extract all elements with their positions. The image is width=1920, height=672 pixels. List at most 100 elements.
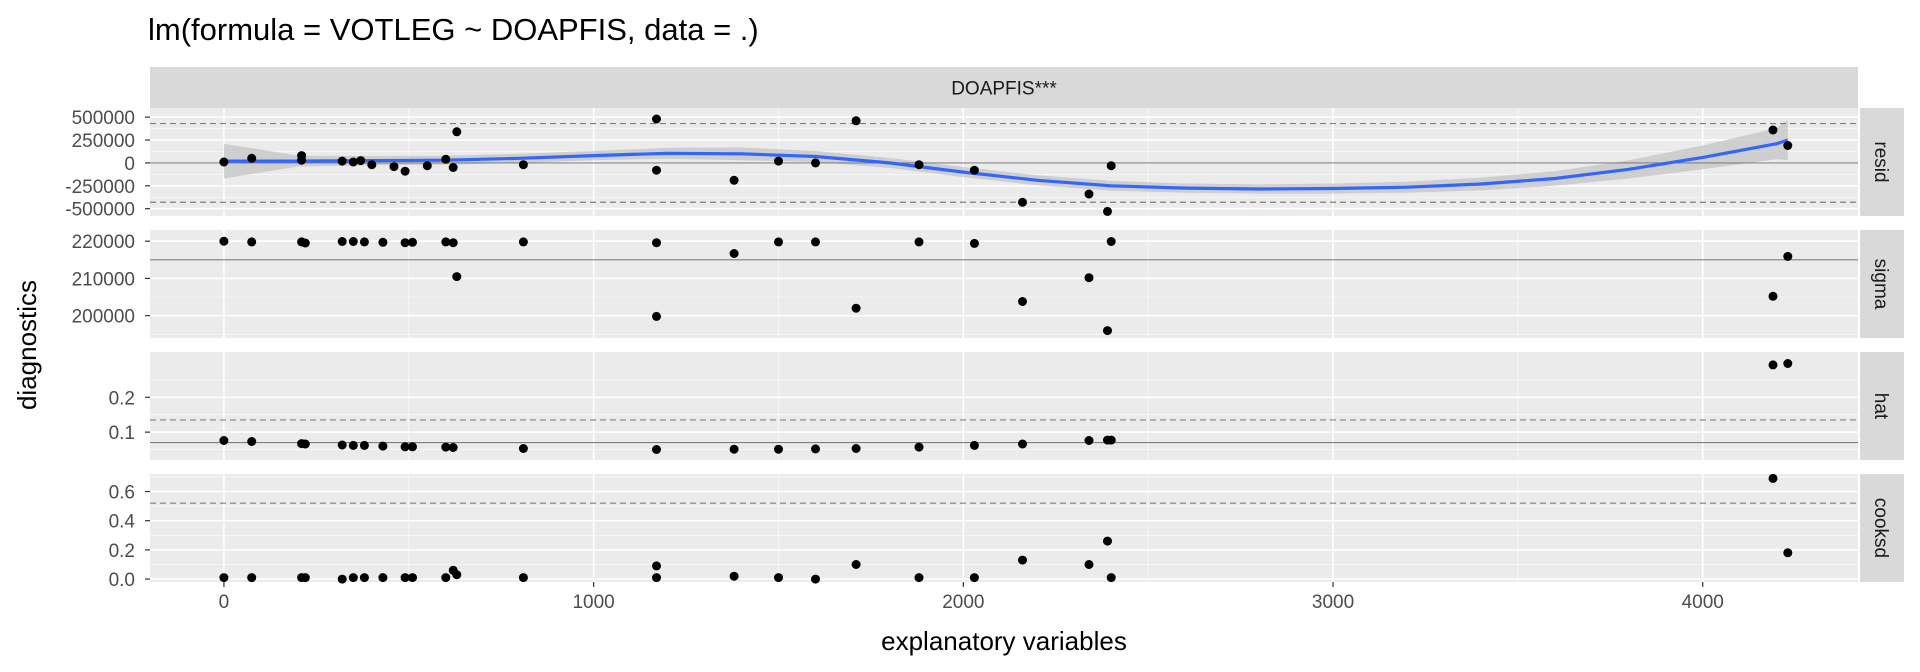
data-point [851,303,861,313]
data-point [359,573,369,583]
data-point [378,441,388,451]
plot-area: DOAPFIS***-500000-2500000250000500000res… [65,67,1904,613]
data-point [969,440,979,450]
panel-background [150,474,1858,582]
data-point [452,570,462,580]
data-point [247,237,257,247]
facet-strip-right [1860,474,1904,582]
data-point [1103,326,1112,336]
data-point [811,574,820,584]
chart-title: lm(formula = VOTLEG ~ DOAPFIS, data = .) [148,12,759,47]
data-point [1018,439,1027,449]
data-point [441,237,451,247]
data-point [518,237,528,247]
data-point [1103,536,1112,546]
data-point [422,161,432,171]
data-point [389,162,399,172]
data-point [1106,161,1116,171]
data-point [300,238,310,248]
data-point [408,573,417,583]
data-point [1768,125,1778,135]
y-tick-label: 220000 [72,232,135,253]
data-point [247,437,257,446]
data-point [247,153,257,163]
data-point [969,165,979,175]
data-point [518,573,528,583]
data-point [300,573,310,583]
data-point [378,573,388,583]
data-point [729,571,739,581]
data-point [359,440,369,450]
data-point [652,573,661,583]
data-point [367,160,377,170]
data-point [452,127,462,137]
data-point [219,157,229,167]
data-point [441,154,451,164]
data-point [1084,189,1094,199]
data-point [452,272,462,282]
data-point [851,444,861,453]
data-point [348,237,358,246]
panel-label: hat [1870,393,1891,420]
data-point [652,311,661,321]
data-point [652,445,661,454]
data-point [356,156,366,166]
data-point [247,573,257,583]
y-tick-label: 0.6 [109,483,135,504]
data-point [337,237,347,246]
y-tick-label: 0.2 [109,541,135,562]
data-point [518,444,528,453]
data-point [774,573,783,583]
data-point [337,574,347,584]
data-point [348,440,358,450]
x-tick-label: 0 [219,592,230,613]
facet-label: DOAPFIS*** [951,79,1057,100]
data-point [969,238,979,248]
data-point [448,238,458,248]
y-tick-label: 0 [124,154,135,175]
data-point [448,443,458,452]
data-point [914,160,924,170]
data-point [337,440,347,450]
x-tick-label: 3000 [1312,592,1354,613]
facet-strip-right [1860,230,1904,338]
facet-strip-right [1860,352,1904,460]
data-point [851,560,861,569]
data-point [1018,197,1027,207]
data-point [774,444,783,454]
data-point [729,444,739,454]
data-point [652,238,661,248]
data-point [774,156,783,166]
data-point [1783,251,1793,261]
data-point [408,442,417,452]
data-point [1018,555,1027,565]
panel-label: sigma [1870,259,1891,310]
facet-strip-right [1860,108,1904,216]
y-tick-label: 0.1 [109,423,135,444]
y-tick-label: 0.0 [109,570,135,591]
panel-sigma: 200000 210000 220000 sigma [72,230,1904,338]
data-point [811,237,820,247]
data-point [1084,273,1094,283]
data-point [1106,573,1116,583]
x-axis-title: explanatory variables [881,626,1127,656]
data-point [441,573,451,583]
smooth-line [223,138,1789,191]
data-point [518,160,528,170]
data-point [914,237,924,247]
data-point [914,573,924,583]
data-point [400,573,410,583]
panel-label: resid [1870,141,1891,182]
data-point [348,157,358,167]
data-point [1783,141,1793,150]
x-tick-label: 4000 [1682,592,1724,613]
y-tick-label: 210000 [72,269,135,290]
data-point [652,165,661,175]
data-point [729,249,739,258]
data-point [219,436,229,445]
data-point [448,163,458,172]
facet-strip-top [150,67,1858,108]
panel-label: cooksd [1870,498,1891,558]
data-point [1084,560,1094,569]
